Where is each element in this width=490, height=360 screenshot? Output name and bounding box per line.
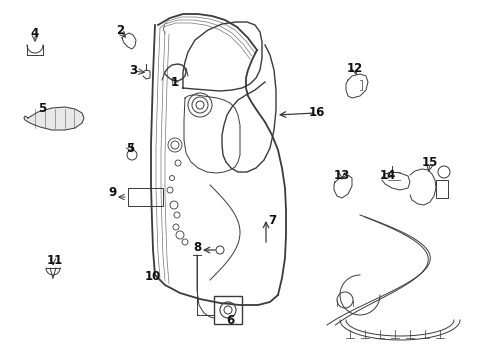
Text: 8: 8 (193, 240, 201, 253)
Text: 11: 11 (47, 253, 63, 266)
Text: 4: 4 (31, 27, 39, 40)
Bar (436, 180, 448, 198)
Text: 1: 1 (171, 76, 179, 89)
Text: 16: 16 (309, 105, 325, 118)
Text: 15: 15 (422, 156, 438, 168)
Text: 13: 13 (334, 168, 350, 181)
Text: 5: 5 (126, 141, 134, 154)
Text: 2: 2 (116, 23, 124, 36)
Text: 5: 5 (38, 102, 46, 114)
Text: 9: 9 (108, 185, 116, 198)
Text: 10: 10 (145, 270, 161, 284)
Text: 7: 7 (268, 213, 276, 226)
Text: 12: 12 (347, 62, 363, 75)
Text: 6: 6 (226, 314, 234, 327)
Bar (214, 296, 242, 324)
Text: 14: 14 (380, 168, 396, 181)
Bar (128, 188, 163, 206)
Text: 3: 3 (129, 63, 137, 77)
Polygon shape (24, 107, 84, 130)
